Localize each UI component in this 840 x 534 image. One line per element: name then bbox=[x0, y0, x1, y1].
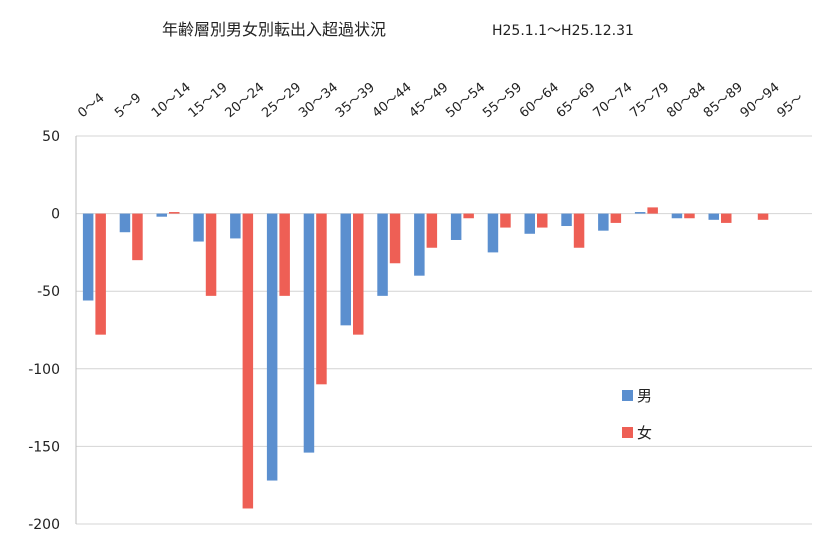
bar-female-16 bbox=[684, 213, 695, 219]
bar-female-1 bbox=[132, 213, 143, 261]
bar-male-14 bbox=[598, 213, 609, 231]
bar-female-10 bbox=[463, 213, 474, 219]
legend-swatch bbox=[622, 390, 633, 401]
bar-male-0 bbox=[82, 213, 94, 301]
bar-female-5 bbox=[279, 213, 290, 296]
bar-female-3 bbox=[205, 213, 217, 296]
bar-male-4 bbox=[230, 213, 241, 239]
bar-male-2 bbox=[156, 213, 167, 217]
bar-male-5 bbox=[266, 213, 278, 481]
bar-female-14 bbox=[610, 213, 622, 223]
bar-male-1 bbox=[119, 213, 131, 233]
bar-male-8 bbox=[377, 213, 388, 296]
bar-female-12 bbox=[537, 213, 548, 228]
bar-female-18 bbox=[757, 213, 769, 220]
bar-female-7 bbox=[353, 213, 364, 335]
y-tick-label: 50 bbox=[42, 129, 60, 145]
bar-male-9 bbox=[414, 213, 425, 276]
bar-female-0 bbox=[95, 213, 106, 335]
bar-female-2 bbox=[169, 212, 180, 214]
bar-female-17 bbox=[721, 213, 732, 223]
y-tick-labels: 50 0 -50 -100 -150 -200 bbox=[28, 129, 60, 533]
bar-female-6 bbox=[316, 213, 327, 385]
bar-male-17 bbox=[708, 213, 719, 220]
bar-male-3 bbox=[193, 213, 204, 242]
bar-male-10 bbox=[450, 213, 462, 240]
chart-title: 年齢層別男女別転出入超過状況 bbox=[162, 20, 386, 39]
bar-female-15 bbox=[647, 207, 658, 214]
y-tick-label: -50 bbox=[37, 284, 60, 300]
bar-female-9 bbox=[426, 213, 438, 248]
bar-female-11 bbox=[500, 213, 511, 228]
y-tick-label: 0 bbox=[51, 207, 60, 223]
bar-male-12 bbox=[524, 213, 535, 234]
y-tick-label: -150 bbox=[28, 439, 60, 455]
bar-male-15 bbox=[634, 212, 646, 214]
bars bbox=[82, 207, 769, 509]
chart-period: H25.1.1〜H25.12.31 bbox=[492, 23, 634, 39]
bar-female-13 bbox=[573, 213, 585, 248]
legend-swatch bbox=[622, 427, 633, 438]
y-tick-label: -200 bbox=[28, 517, 60, 533]
bar-male-6 bbox=[303, 213, 315, 453]
y-tick-label: -100 bbox=[28, 362, 60, 378]
bar-female-4 bbox=[242, 213, 254, 509]
bar-male-16 bbox=[671, 213, 683, 219]
bar-male-11 bbox=[487, 213, 499, 253]
legend-label: 男 bbox=[637, 387, 652, 405]
legend-label: 女 bbox=[637, 424, 652, 442]
bar-female-8 bbox=[389, 213, 401, 264]
bar-male-7 bbox=[340, 213, 351, 326]
legend: 男女 bbox=[622, 387, 652, 442]
bar-male-13 bbox=[561, 213, 572, 227]
